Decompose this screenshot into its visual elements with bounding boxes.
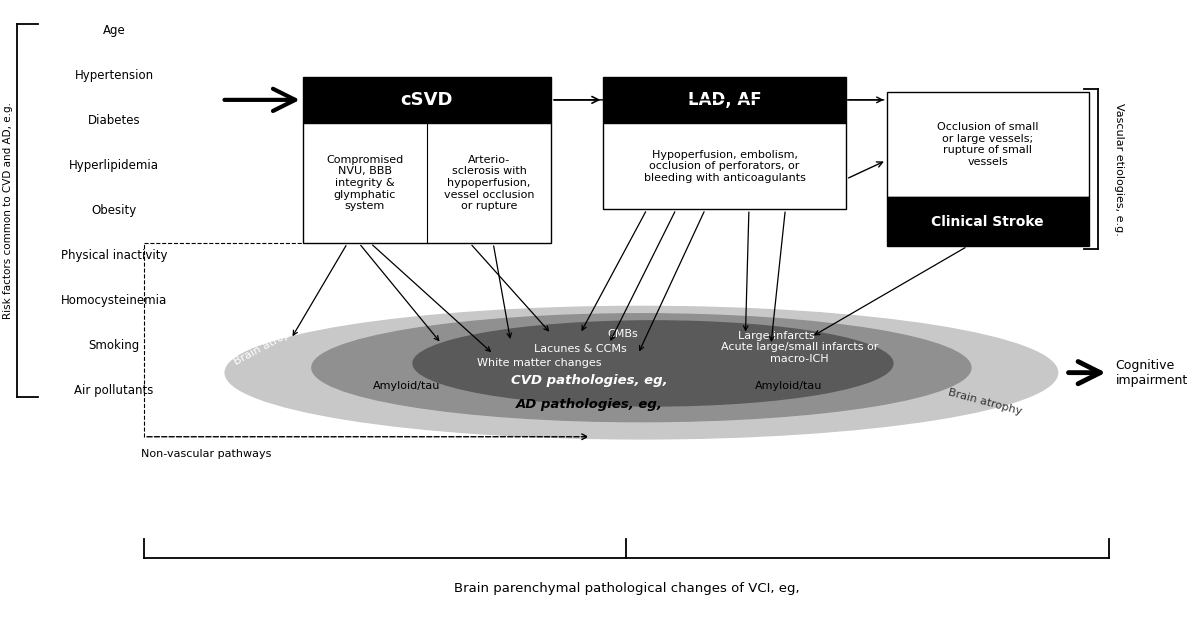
Text: Air pollutants: Air pollutants — [74, 384, 154, 397]
Text: Smoking: Smoking — [89, 339, 139, 352]
Text: Brain atrophy: Brain atrophy — [947, 388, 1022, 417]
Text: Acute large/small infarcts or
macro-ICH: Acute large/small infarcts or macro-ICH — [721, 342, 878, 364]
Text: Risk factors common to CVD and AD, e.g.: Risk factors common to CVD and AD, e.g. — [2, 102, 13, 319]
Text: Lacunes & CCMs: Lacunes & CCMs — [534, 344, 626, 354]
Text: CVD pathologies, eg,: CVD pathologies, eg, — [511, 374, 667, 386]
Text: cSVD: cSVD — [401, 91, 454, 109]
Text: Brain parenchymal pathological changes of VCI, eg,: Brain parenchymal pathological changes o… — [454, 582, 799, 595]
Text: White matter changes: White matter changes — [478, 358, 602, 368]
Ellipse shape — [226, 307, 1057, 439]
FancyBboxPatch shape — [302, 77, 551, 123]
Text: Arterio-
sclerosis with
hypoperfusion,
vessel occlusion
or rupture: Arterio- sclerosis with hypoperfusion, v… — [444, 155, 534, 211]
Text: Age: Age — [103, 24, 126, 37]
Text: Physical inactivity: Physical inactivity — [61, 249, 168, 262]
Text: Hypoperfusion, embolism,
occlusion of perforators, or
bleeding with anticoagulan: Hypoperfusion, embolism, occlusion of pe… — [643, 149, 805, 183]
Text: Non-vascular pathways: Non-vascular pathways — [140, 449, 271, 459]
Text: Hyperlipidemia: Hyperlipidemia — [70, 159, 160, 172]
Text: Large infarcts: Large infarcts — [738, 331, 815, 341]
Text: Cognitive
impairment: Cognitive impairment — [1116, 359, 1188, 387]
Text: Clinical Stroke: Clinical Stroke — [931, 215, 1044, 229]
FancyBboxPatch shape — [604, 77, 846, 123]
Text: Diabetes: Diabetes — [88, 114, 140, 127]
Text: Homocysteinemia: Homocysteinemia — [61, 294, 167, 307]
Text: Vascular etiologies, e.g.: Vascular etiologies, e.g. — [1114, 103, 1124, 236]
Text: Amyloid/tau: Amyloid/tau — [755, 381, 822, 391]
FancyBboxPatch shape — [887, 197, 1088, 246]
Text: CMBs: CMBs — [607, 330, 638, 340]
FancyBboxPatch shape — [302, 123, 551, 243]
Text: Obesity: Obesity — [91, 204, 137, 217]
Text: Compromised
NVU, BBB
integrity &
glymphatic
system: Compromised NVU, BBB integrity & glympha… — [326, 155, 403, 211]
FancyBboxPatch shape — [604, 123, 846, 209]
Text: Occlusion of small
or large vessels;
rupture of small
vessels: Occlusion of small or large vessels; rup… — [937, 122, 1038, 167]
Ellipse shape — [312, 313, 971, 422]
Ellipse shape — [413, 321, 893, 406]
Text: AD pathologies, eg,: AD pathologies, eg, — [516, 398, 662, 411]
Text: LAD, AF: LAD, AF — [688, 91, 762, 109]
Text: Amyloid/tau: Amyloid/tau — [373, 381, 440, 391]
Text: Hypertension: Hypertension — [74, 69, 154, 82]
Text: Brain atrophy: Brain atrophy — [232, 323, 304, 367]
FancyBboxPatch shape — [887, 92, 1088, 197]
